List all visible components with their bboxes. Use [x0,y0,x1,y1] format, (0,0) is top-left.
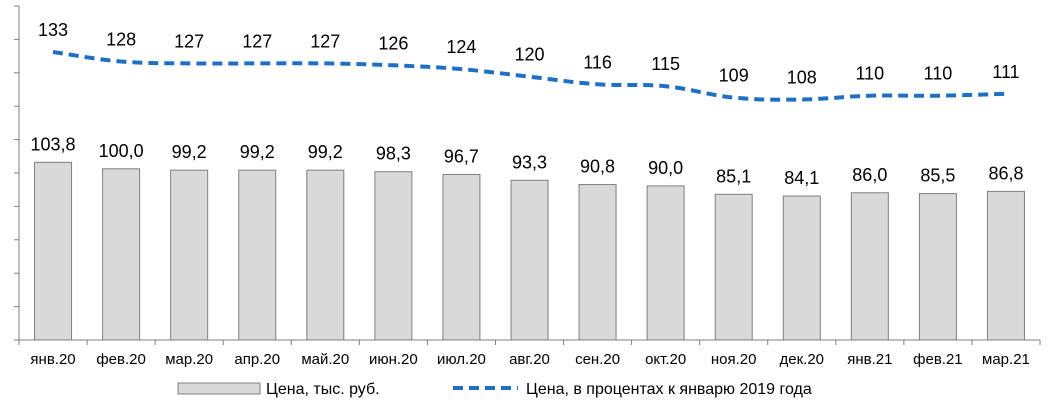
x-tick-label: сен.20 [575,351,620,368]
bar [918,193,957,341]
bar [578,184,617,341]
bar-value-label: 96,7 [444,146,479,166]
bar [306,169,345,341]
line-value-label: 116 [583,52,612,72]
bar-value-label: 99,2 [308,142,343,162]
bar-value-label: 90,0 [648,158,683,178]
bar-value-label: 85,5 [920,166,955,186]
line-value-label: 108 [787,68,817,88]
line-value-label: 109 [719,66,749,86]
bar-value-label: 99,2 [240,142,275,162]
line-value-label: 127 [242,31,272,51]
bar [238,169,277,341]
line-value-label: 111 [992,62,1019,82]
bar [34,161,73,341]
bar-value-label: 85,1 [716,166,751,186]
line-value-label: 124 [446,37,476,57]
bar-value-label: 100,0 [99,141,144,161]
x-tick-label: дек.20 [780,351,825,368]
x-tick-label: ноя.20 [711,351,757,368]
bar-value-label: 103,8 [31,134,76,154]
bar [714,193,753,341]
legend-line-label: Цена, в процентах к январю 2019 года [526,381,812,398]
x-tick-label: янв.21 [847,351,892,368]
bar [782,195,821,341]
bar-value-label: 84,1 [784,168,819,188]
x-tick-label: июл.20 [437,351,486,368]
bar [646,185,685,341]
x-tick-label: авг.20 [509,351,550,368]
x-tick-label: май.20 [301,351,349,368]
line-value-label: 115 [651,54,680,74]
x-tick-label: июн.20 [369,351,418,368]
x-tick-label: мар.21 [982,351,1030,368]
line-value-label: 126 [378,33,408,53]
bar [850,192,889,341]
line-value-label: 127 [174,31,204,51]
x-tick-label: окт.20 [645,351,686,368]
bar-value-label: 86,8 [988,163,1023,183]
x-tick-label: апр.20 [234,351,280,368]
line-value-label: 127 [310,31,340,51]
x-tick-label: янв.20 [30,351,75,368]
bar [170,169,209,341]
legend: Цена, тыс. руб. Цена, в процентах к янва… [177,381,812,398]
x-tick-label: мар.20 [165,351,213,368]
bar [986,190,1025,341]
line-value-label: 110 [855,64,884,84]
bars-layer [34,161,1025,341]
bar-value-label: 93,3 [512,152,547,172]
line-value-label: 120 [514,45,544,65]
legend-bar-label: Цена, тыс. руб. [266,381,380,398]
bar [510,179,549,341]
x-tick-label: фев.20 [96,351,146,368]
bar-value-label: 90,8 [580,157,615,177]
bar [102,168,141,341]
labels-layer: 103,8 100,0 99,2 99,2 99,2 98,3 96,7 93,3 90,8 90… [30,20,1029,368]
line-value-label: 128 [106,30,136,50]
line-value-label: 133 [38,20,68,40]
bar-value-label: 98,3 [376,144,411,164]
x-tick-label: фев.21 [913,351,963,368]
bar [374,171,413,341]
bar-value-label: 99,2 [172,142,207,162]
line-value-label: 110 [924,64,953,84]
bar-value-label: 86,0 [852,165,887,185]
legend-bar-swatch [177,382,261,395]
bar [442,173,481,341]
